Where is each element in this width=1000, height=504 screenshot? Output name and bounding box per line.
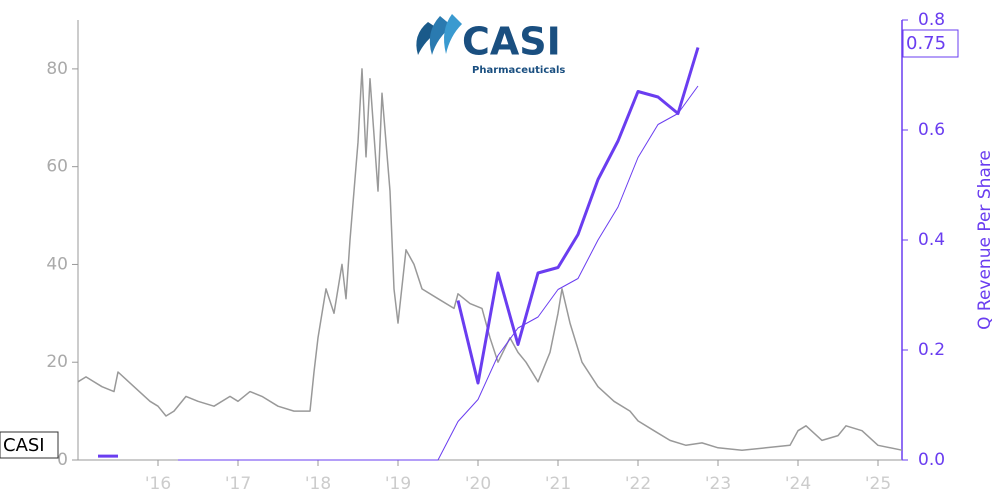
- y2-tick-label: 0.4: [918, 230, 945, 250]
- x-tick-label: '16: [145, 474, 171, 494]
- series-line: [98, 47, 700, 458]
- x-tick-label: '24: [785, 474, 811, 494]
- series-line: [77, 68, 903, 451]
- y2-tick-label: 0.0: [918, 450, 945, 470]
- y2-tick-label: 0.6: [918, 120, 945, 140]
- x-tick-label: '20: [465, 474, 491, 494]
- y-tick-label: 0: [57, 450, 68, 470]
- y2-tick-label: 0.8: [918, 10, 945, 30]
- y-tick-label: 40: [46, 254, 68, 274]
- last-value-label: 0.75: [906, 33, 946, 54]
- logo-subtitle: Pharmaceuticals: [472, 65, 565, 76]
- x-tick-label: '25: [865, 474, 891, 494]
- last-value-box: [902, 29, 959, 58]
- x-tick-label: '18: [305, 474, 331, 494]
- x-tick-label: '23: [705, 474, 731, 494]
- logo-text: CASI: [462, 20, 561, 64]
- x-tick-label: '22: [625, 474, 651, 494]
- ticker-label: CASI: [3, 435, 45, 456]
- y-tick-label: 80: [46, 59, 68, 79]
- y2-tick-label: 0.2: [918, 340, 945, 360]
- y2-axis-label: Q Revenue Per Share: [975, 150, 995, 330]
- y-tick-label: 60: [46, 157, 68, 177]
- logo-mark: [444, 14, 462, 54]
- x-tick-label: '19: [385, 474, 411, 494]
- y-tick-label: 20: [46, 352, 68, 372]
- series-line: [178, 85, 699, 461]
- x-tick-label: '17: [225, 474, 251, 494]
- x-tick-label: '21: [545, 474, 571, 494]
- logo: CASI Pharmaceuticals: [416, 14, 565, 76]
- ticker-box: [0, 431, 59, 459]
